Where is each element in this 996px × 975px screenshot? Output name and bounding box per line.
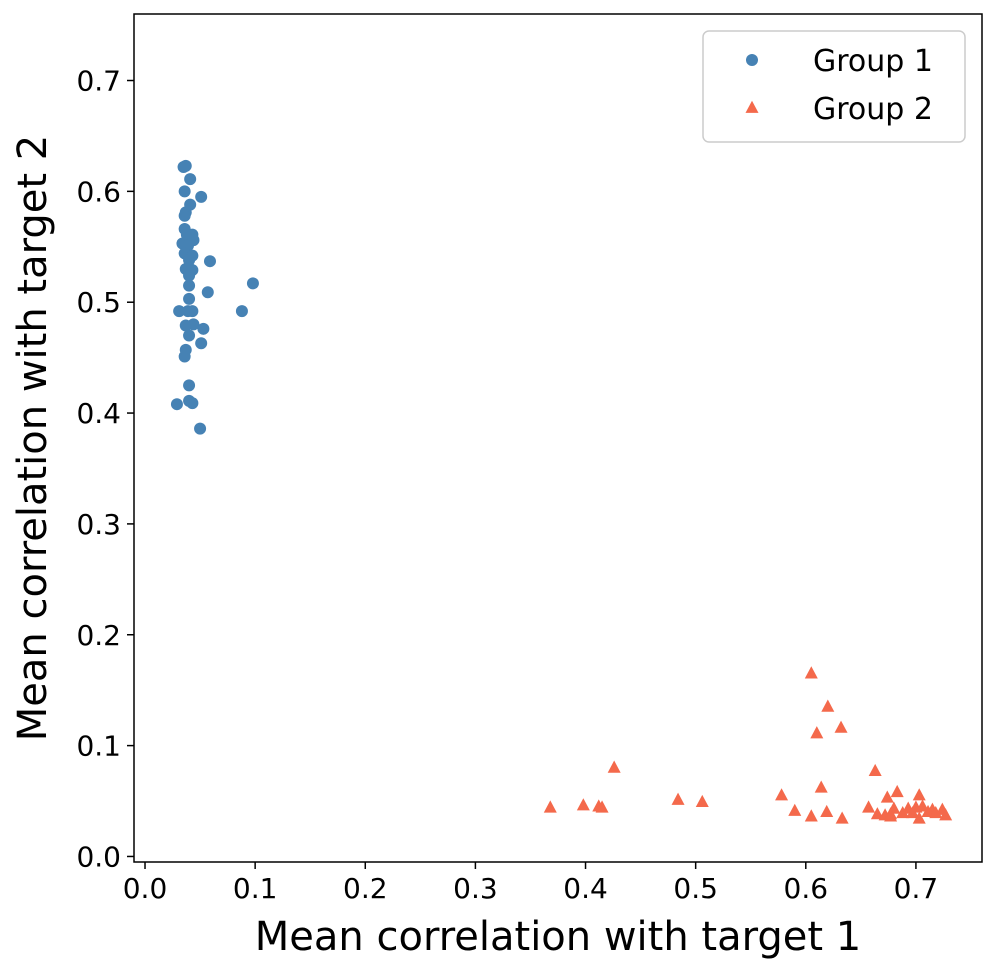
group-1-point	[203, 255, 216, 268]
group-1-point	[194, 422, 207, 435]
x-axis-ticks: 0.0 0.1 0.2 0.3 0.4 0.5 0.6 0.7	[123, 862, 938, 905]
y-tick-label: 0.2	[76, 619, 121, 652]
legend-marker-group-1	[746, 54, 758, 66]
group-2-point	[939, 808, 953, 821]
legend-box	[702, 30, 966, 143]
x-tick-label: 0.5	[673, 872, 718, 905]
plot-marks	[170, 159, 953, 824]
group-2-point	[912, 811, 926, 824]
group-2-point	[929, 805, 943, 819]
group-2-point	[896, 805, 910, 819]
group-1-point	[246, 277, 259, 290]
group-1-point	[197, 322, 210, 335]
group-2-point	[788, 803, 802, 816]
group-1-point	[183, 379, 196, 392]
y-tick-label: 0.4	[76, 397, 121, 430]
group-2-point	[912, 788, 926, 801]
legend-label: Group 2	[813, 92, 933, 127]
group-2-point	[814, 780, 828, 793]
group-2-point	[834, 720, 848, 733]
group-1-point	[177, 160, 190, 173]
group-1-point	[186, 397, 199, 410]
group-2-point	[862, 800, 876, 813]
group-2-point	[810, 726, 824, 739]
y-tick-label: 0.7	[76, 65, 121, 98]
x-tick-label: 0.4	[563, 872, 608, 905]
group-2-point	[890, 784, 904, 798]
x-tick-label: 0.3	[453, 872, 498, 905]
group-1-point	[178, 350, 191, 363]
group-2-point	[804, 666, 818, 679]
group-1-point	[201, 286, 214, 299]
group-1-point	[235, 305, 248, 318]
group-1-point	[183, 269, 196, 282]
group-1-point	[178, 185, 191, 198]
legend-marker-group-2	[745, 100, 759, 113]
y-tick-label: 0.1	[76, 730, 121, 763]
group-2-point	[671, 792, 685, 805]
group-2-point	[543, 800, 557, 813]
x-tick-label: 0.7	[894, 872, 939, 905]
y-axis-ticks: 0.0 0.1 0.2 0.3 0.4 0.5 0.6 0.7	[76, 65, 134, 873]
y-tick-label: 0.0	[76, 840, 121, 873]
group-2-point	[695, 794, 709, 808]
group-1-point	[195, 337, 208, 350]
group-2-point	[880, 790, 894, 803]
group-1-point	[178, 209, 191, 222]
group-2-point	[804, 809, 818, 822]
group-2-point	[835, 811, 849, 824]
y-axis-label: Mean correlation with target 2	[10, 135, 56, 741]
group-2-point	[775, 788, 789, 801]
group-1-point	[183, 292, 196, 305]
group-1-point	[170, 398, 183, 411]
group-2-point	[916, 799, 930, 812]
group-2-point	[906, 805, 920, 819]
x-tick-label: 0.6	[784, 872, 829, 905]
y-tick-label: 0.6	[76, 175, 121, 208]
group-2-point	[921, 804, 935, 818]
legend: Group 1 Group 2	[702, 30, 966, 143]
group-1-point	[183, 279, 196, 292]
group-2-point	[870, 807, 884, 820]
group-2-point	[884, 809, 898, 822]
group-2-point	[607, 760, 621, 773]
group-1-point	[195, 190, 208, 203]
group-2-point	[576, 798, 590, 811]
group-1-point	[183, 329, 196, 342]
group-2-point	[820, 804, 834, 818]
x-axis-label: Mean correlation with target 1	[255, 914, 861, 960]
group-1-point	[173, 305, 186, 318]
group-1-point	[184, 173, 197, 186]
group-2-point	[595, 800, 609, 813]
legend-label: Group 1	[813, 44, 933, 79]
group-1-point	[179, 319, 192, 332]
plot-frame	[133, 13, 983, 863]
x-tick-label: 0.0	[123, 872, 168, 905]
y-tick-label: 0.5	[76, 286, 121, 319]
x-tick-label: 0.2	[343, 872, 388, 905]
group-2-point	[868, 763, 882, 777]
group-1-point	[186, 305, 199, 318]
y-tick-label: 0.3	[76, 508, 121, 541]
group-2-point	[821, 699, 835, 712]
x-tick-label: 0.1	[233, 872, 278, 905]
